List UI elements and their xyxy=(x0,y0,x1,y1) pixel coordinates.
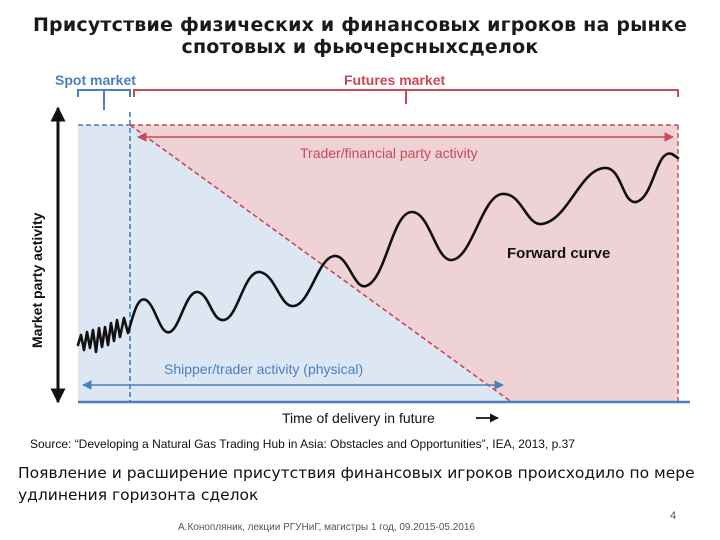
shipper-activity-region xyxy=(78,125,510,401)
spot-market-bracket xyxy=(77,89,131,110)
shipper-activity-label: Shipper/trader activity (physical) xyxy=(164,361,363,377)
slide-title-line1: Присутствие физических и финансовых игро… xyxy=(32,14,688,36)
source-note: Source: “Developing a Natural Gas Tradin… xyxy=(30,437,575,451)
caption-line2: удлинения горизонта сделок xyxy=(18,486,259,504)
activity-boundary-line xyxy=(129,124,511,402)
page-number: 4 xyxy=(670,510,677,522)
slide-caption: Появление и расширение присутствия финан… xyxy=(18,462,698,506)
footer-text: А.Конопляник, лекции РГУНиГ, магистры 1 … xyxy=(178,522,475,533)
y-axis-label: Market party activity xyxy=(29,212,45,348)
futures-market-label: Futures market xyxy=(344,72,445,88)
futures-market-bracket xyxy=(133,89,679,104)
trader-activity-label: Trader/financial party activity xyxy=(300,145,478,161)
forward-curve xyxy=(76,152,680,354)
trader-activity-region xyxy=(130,125,678,401)
forward-curve-label: Forward curve xyxy=(507,245,610,262)
caption-line1: Появление и расширение присутствия финан… xyxy=(18,464,695,482)
slide-title-line2: спотовых и фьючерсныхсделок xyxy=(181,36,539,58)
slide-title: Присутствие физических и финансовых игро… xyxy=(0,14,720,58)
spot-market-label: Spot market xyxy=(55,72,136,88)
x-axis-label: Time of delivery in future xyxy=(282,410,435,426)
